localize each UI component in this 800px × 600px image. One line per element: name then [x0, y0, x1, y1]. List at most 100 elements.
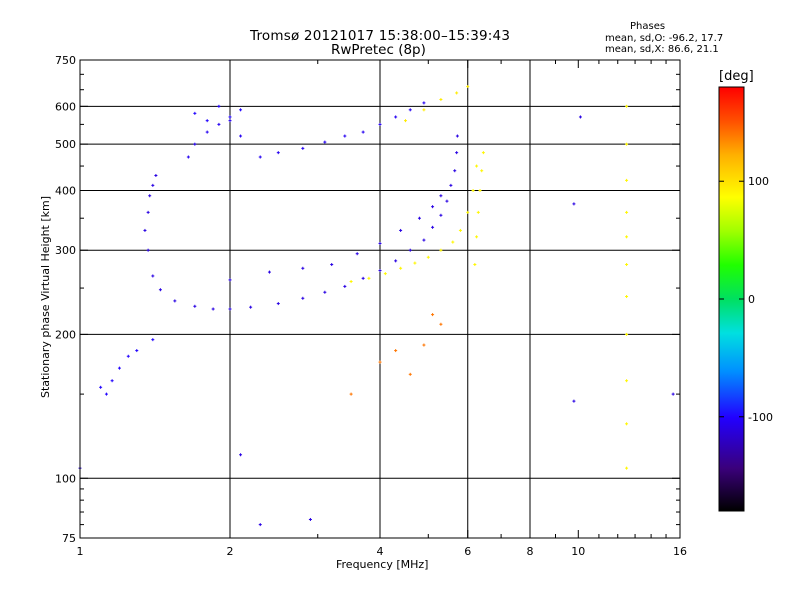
- echo-point: [399, 266, 403, 270]
- echo-point: [408, 372, 412, 376]
- echo-point: [228, 119, 232, 123]
- echo-point: [146, 210, 150, 214]
- colorbar-tick-label: -100: [748, 411, 773, 424]
- echo-point: [361, 276, 365, 280]
- echo-point: [117, 366, 121, 370]
- echo-point: [126, 354, 130, 358]
- echo-point: [476, 210, 480, 214]
- echo-point: [439, 194, 443, 198]
- echo-point: [361, 130, 365, 134]
- echo-point: [151, 183, 155, 187]
- echo-point: [205, 119, 209, 123]
- echo-point: [378, 269, 382, 273]
- phases-x-stats: mean, sd,X: 86.6, 21.1: [605, 44, 719, 55]
- echo-point: [228, 115, 232, 119]
- y-tick-label: 400: [55, 184, 76, 197]
- echo-point: [349, 280, 353, 284]
- echo-point: [228, 307, 232, 311]
- y-tick-label: 600: [55, 100, 76, 113]
- echo-point: [671, 392, 675, 396]
- echo-point: [143, 228, 147, 232]
- echo-point: [193, 111, 197, 115]
- echo-point: [258, 523, 262, 527]
- echo-point: [417, 216, 421, 220]
- echo-point: [471, 188, 475, 192]
- echo-point: [151, 274, 155, 278]
- x-tick-label: 1: [77, 545, 84, 558]
- echo-point: [383, 272, 387, 276]
- echo-point: [431, 225, 435, 229]
- echo-point: [330, 263, 334, 267]
- echo-point: [217, 122, 221, 126]
- echo-point: [110, 379, 114, 383]
- phases-o-stats: mean, sd,O: -96.2, 17.7: [605, 33, 724, 44]
- echo-point: [572, 399, 576, 403]
- echo-point: [378, 122, 382, 126]
- y-tick-label: 75: [62, 532, 76, 545]
- echo-point: [453, 169, 457, 173]
- echo-point: [193, 304, 197, 308]
- echo-point: [408, 248, 412, 252]
- echo-point: [439, 98, 443, 102]
- echo-points: [78, 85, 675, 527]
- echo-point: [151, 338, 155, 342]
- echo-point: [186, 155, 190, 159]
- echo-point: [466, 210, 470, 214]
- echo-point: [104, 392, 108, 396]
- chart-subtitle: RwPretec (8p): [331, 42, 426, 58]
- echo-point: [258, 155, 262, 159]
- x-tick-label: 6: [464, 545, 471, 558]
- echo-point: [349, 392, 353, 396]
- echo-point: [228, 278, 232, 282]
- echo-point: [422, 343, 426, 347]
- grid-lines: [80, 60, 680, 538]
- echo-point: [99, 385, 103, 389]
- x-tick-label: 4: [377, 545, 384, 558]
- echo-point: [422, 238, 426, 242]
- phase-colorbar: 100 0 -100: [718, 86, 773, 512]
- x-axis-label: Frequency [MHz]: [336, 558, 429, 571]
- echo-point: [367, 276, 371, 280]
- echo-point: [625, 104, 629, 108]
- echo-point: [578, 115, 582, 119]
- echo-point: [473, 263, 477, 267]
- echo-point: [408, 108, 412, 112]
- echo-point: [480, 169, 484, 173]
- echo-point: [403, 119, 407, 123]
- echo-point: [481, 151, 485, 155]
- echo-point: [217, 104, 221, 108]
- echo-point: [301, 296, 305, 300]
- echo-point: [378, 241, 382, 245]
- echo-point: [431, 313, 435, 317]
- echo-point: [439, 322, 443, 326]
- echo-point: [301, 146, 305, 150]
- echo-point: [625, 379, 629, 383]
- echo-point: [239, 108, 243, 112]
- echo-point: [378, 360, 382, 364]
- chart-title: Tromsø 20121017 15:38:00–15:39:43: [250, 28, 511, 44]
- x-tick-label: 2: [227, 545, 234, 558]
- echo-point: [211, 307, 215, 311]
- echo-point: [625, 235, 629, 239]
- echo-point: [343, 134, 347, 138]
- echo-point: [394, 259, 398, 263]
- echo-point: [625, 142, 629, 146]
- echo-point: [426, 255, 430, 259]
- echo-point: [475, 235, 479, 239]
- echo-point: [475, 164, 479, 168]
- echo-point: [154, 173, 158, 177]
- echo-point: [445, 199, 449, 203]
- echo-point: [323, 290, 327, 294]
- colorbar-unit-label: [deg]: [719, 69, 754, 84]
- echo-point: [267, 270, 271, 274]
- echo-point: [394, 349, 398, 353]
- x-tick-label: 8: [527, 545, 534, 558]
- echo-point: [158, 288, 162, 292]
- echo-point: [458, 228, 462, 232]
- axis-ticks: 1 2 4 6 8 10 16 75 100 200 300 400 500 600 750: [55, 54, 687, 558]
- echo-point: [148, 194, 152, 198]
- echo-point: [173, 299, 177, 303]
- echo-point: [455, 91, 459, 95]
- y-axis-label: Stationary phase Virtual Height [km]: [39, 195, 52, 398]
